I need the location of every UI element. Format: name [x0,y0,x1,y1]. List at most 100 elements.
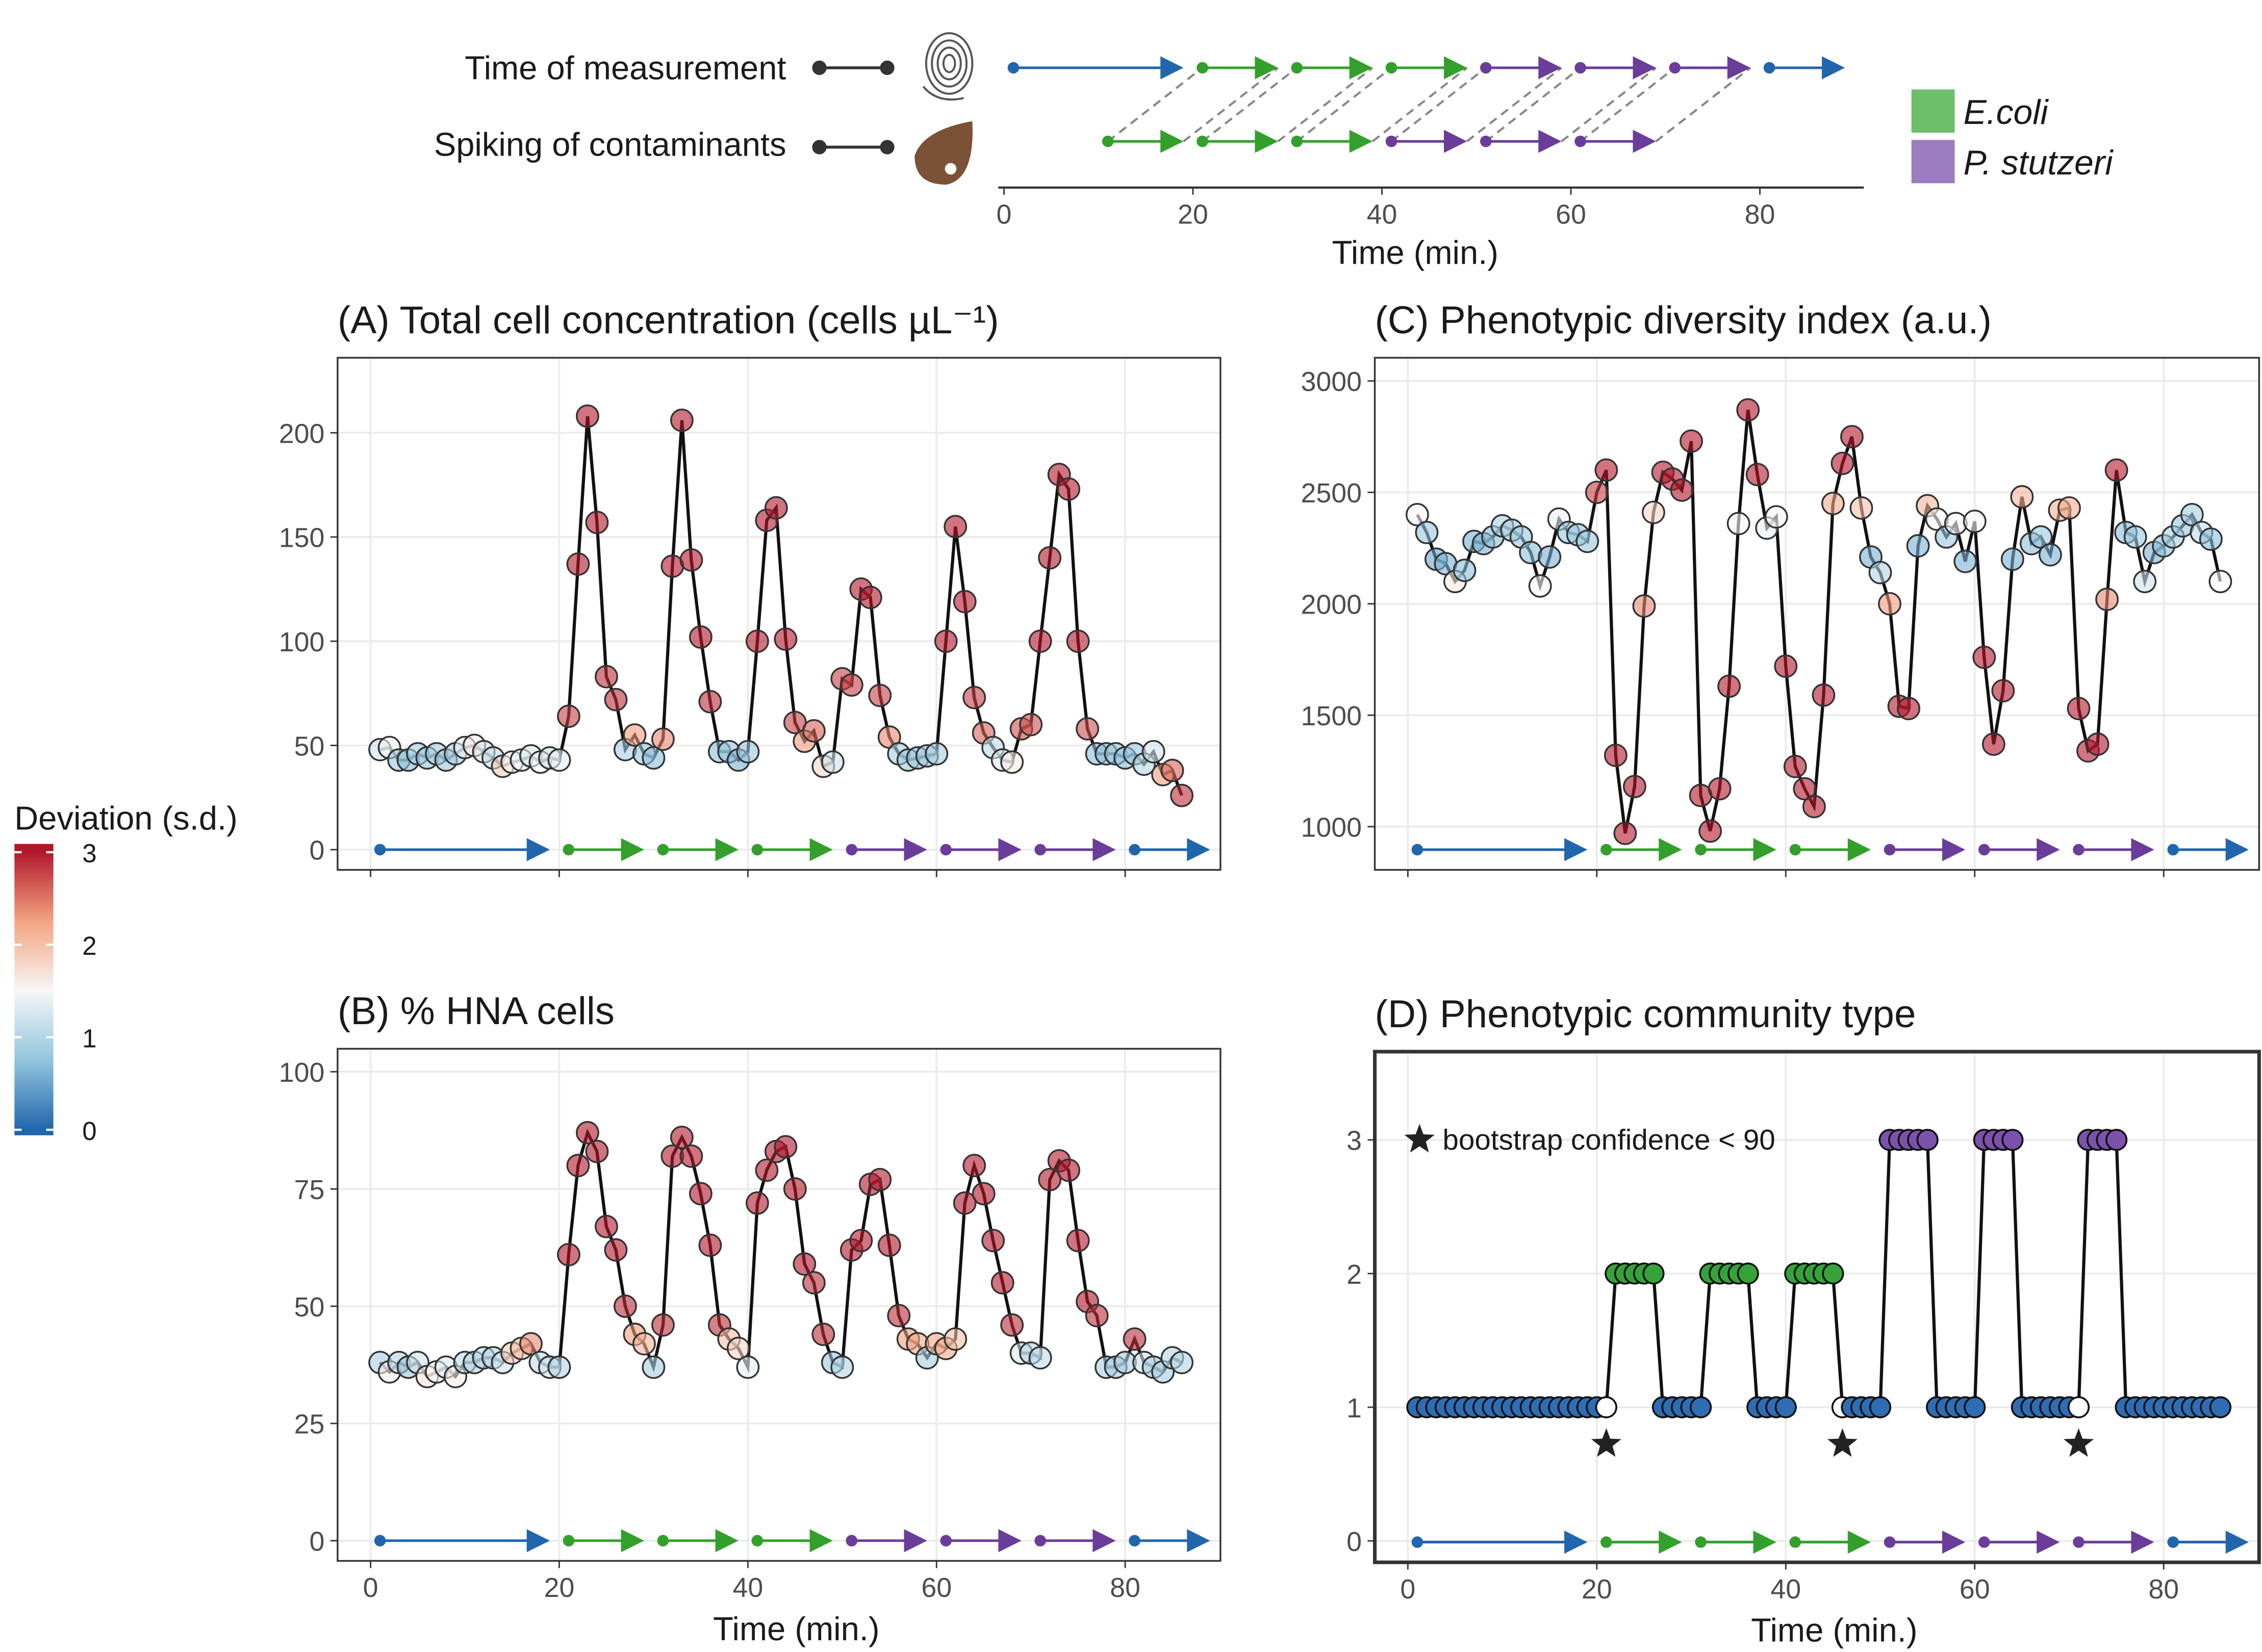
dashed-link [1107,67,1203,142]
dashed-link [1390,67,1487,142]
data-point [858,586,882,609]
y-tick-label: 1000 [1301,812,1362,843]
data-point [2067,697,2091,721]
timeline-start [1197,135,1208,147]
timeline-arrow [1633,130,1656,153]
x-tick-label: 80 [2148,1574,2179,1605]
data-point [1000,750,1024,774]
data-point [962,685,986,709]
timeline-arrow [1092,1529,1116,1553]
data-point [595,1214,618,1238]
dashed-link [1580,67,1676,142]
data-point [679,548,703,572]
timeline-arrow [1822,56,1845,80]
timeline-arrow [904,838,927,861]
timeline-start [846,844,858,856]
timeline-start [2073,1536,2085,1548]
data-point [868,1167,892,1191]
timeline-arrow [1538,130,1562,153]
panel-border [337,1048,1222,1562]
connectors [812,60,895,155]
timeline-arrow [1564,1530,1588,1554]
panel: 1000 1500 2000 2500 3000 (C) Phenotypic diver… [1301,298,2260,877]
data-point [604,688,628,711]
x-tick-label: 60 [1556,199,1586,230]
data-point [887,1304,911,1328]
timeline-start [1669,62,1681,74]
y-tick-label: 1 [1346,1393,1362,1424]
legend-label: E.coli [1963,93,2049,132]
y-tick-label: 100 [279,627,325,657]
data-point [1160,758,1184,782]
timeline-arrow [1659,1530,1682,1554]
colorbar-title: Deviation (s.d.) [14,799,237,836]
data-point [764,496,788,520]
data-point [1028,629,1052,653]
timeline-arrow [1349,130,1373,153]
data-point [745,1191,769,1215]
y-tick-label: 75 [294,1175,325,1205]
data-point [1774,654,1798,678]
annotation: bootstrap confidence < 90 [1442,1124,1775,1156]
data-point [1745,463,1769,487]
data-point [614,1294,637,1318]
data-point [2123,525,2147,549]
data-point [1916,1129,1939,1151]
data-point [1991,679,2015,703]
data-point [1085,1304,1109,1328]
timeline-start [940,844,952,856]
data-point [1878,592,1901,616]
data-point [793,1252,817,1276]
timeline-arrow [1847,1530,1871,1554]
data-point [2000,547,2024,571]
timeline-arrow [1727,56,1751,80]
y-tick-label: 150 [279,523,325,553]
data-point [1405,503,1429,526]
data-point [585,511,609,535]
y-tick-label: 50 [294,1292,325,1323]
timeline-arrow [715,1529,739,1553]
y-tick-label: 1500 [1301,701,1362,731]
data-point [1680,429,1703,453]
data-point [1453,558,1477,582]
timeline-arrow [998,838,1022,861]
data-point [623,723,647,747]
dashed-link [1183,67,1279,142]
timeline-start [1574,62,1586,74]
dashed-link [1371,67,1468,142]
data-point [566,552,590,576]
timeline-start [1385,135,1397,147]
data-point [1793,777,1817,801]
data-point [1964,1396,1986,1418]
panel-background [337,1049,1221,1561]
timeline-start [751,844,764,856]
data-point [755,1158,779,1182]
drop-icon [914,121,973,185]
dashed-link [1561,67,1657,142]
data-point [1642,1262,1665,1285]
dashed-link [1655,67,1751,142]
timeline-arrow [1538,56,1562,80]
data-point [2039,543,2062,567]
timeline-arrow [2225,838,2249,861]
timeline-start [374,1535,386,1547]
data-point [1972,645,1996,669]
data-point [1632,594,1656,618]
data-point [1736,398,1760,422]
data-point [1831,451,1854,475]
data-point [1622,775,1646,799]
timeline-start [1291,62,1303,74]
data-point [595,665,618,689]
data-point [1595,1396,1617,1418]
data-point [2208,570,2232,594]
data-point [642,1355,666,1379]
low-confidence-star [2063,1428,2094,1457]
x-tick-label: 40 [1367,199,1397,230]
panel-border [1374,357,2260,871]
data-point [1869,1396,1892,1418]
data-point [1141,740,1165,764]
data-point [1076,717,1100,741]
data-point [944,515,968,539]
data-point [1821,492,1845,516]
data-point [1538,545,1562,569]
